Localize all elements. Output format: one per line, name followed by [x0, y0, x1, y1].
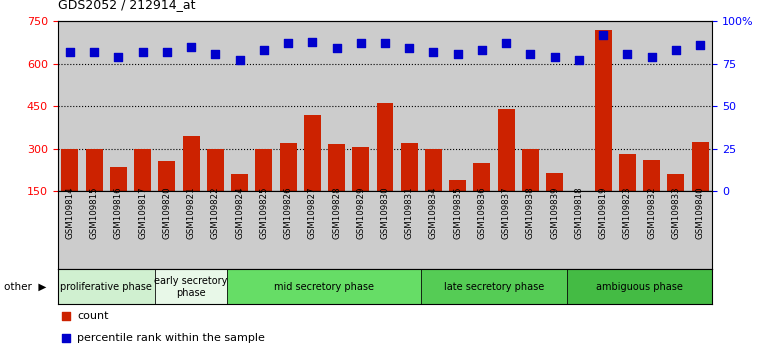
- Bar: [62, 149, 79, 234]
- Point: [355, 40, 367, 46]
- Point: [136, 49, 149, 55]
- Bar: [134, 149, 151, 234]
- Bar: [304, 115, 321, 234]
- Text: other  ▶: other ▶: [4, 282, 46, 292]
- Bar: [619, 154, 636, 234]
- Point: [233, 57, 246, 63]
- Point: [524, 51, 537, 56]
- Bar: [159, 161, 176, 234]
- Bar: [571, 191, 588, 234]
- Bar: [691, 142, 708, 234]
- Point: [258, 47, 270, 53]
- Bar: [280, 143, 296, 234]
- Bar: [449, 180, 466, 234]
- Point: [185, 44, 197, 50]
- Point: [427, 49, 440, 55]
- Text: early secretory
phase: early secretory phase: [155, 276, 228, 298]
- Bar: [110, 167, 127, 234]
- Bar: [227, 269, 421, 304]
- Text: count: count: [77, 311, 109, 321]
- Point: [645, 54, 658, 60]
- Bar: [328, 144, 345, 234]
- Text: proliferative phase: proliferative phase: [60, 282, 152, 292]
- Point: [379, 40, 391, 46]
- Text: late secretory phase: late secretory phase: [444, 282, 544, 292]
- Point: [282, 40, 294, 46]
- Point: [59, 314, 72, 319]
- Point: [694, 42, 706, 48]
- Point: [306, 39, 319, 45]
- Bar: [231, 174, 248, 234]
- Bar: [256, 149, 273, 234]
- Point: [209, 51, 222, 56]
- Bar: [377, 103, 393, 234]
- Text: mid secretory phase: mid secretory phase: [274, 282, 374, 292]
- Bar: [497, 109, 514, 234]
- Bar: [668, 174, 685, 234]
- Bar: [522, 149, 539, 234]
- Point: [597, 32, 609, 38]
- Bar: [155, 269, 227, 304]
- Bar: [85, 149, 102, 234]
- Point: [500, 40, 512, 46]
- Point: [161, 49, 173, 55]
- Bar: [567, 269, 712, 304]
- Point: [573, 57, 585, 63]
- Bar: [546, 173, 563, 234]
- Point: [403, 46, 415, 51]
- Bar: [594, 30, 611, 234]
- Bar: [207, 149, 224, 234]
- Bar: [643, 160, 660, 234]
- Bar: [421, 269, 567, 304]
- Point: [451, 51, 464, 56]
- Point: [112, 54, 125, 60]
- Bar: [474, 163, 490, 234]
- Text: GDS2052 / 212914_at: GDS2052 / 212914_at: [58, 0, 196, 11]
- Point: [476, 47, 488, 53]
- Bar: [353, 147, 370, 234]
- Point: [88, 49, 100, 55]
- Bar: [400, 143, 417, 234]
- Point: [670, 47, 682, 53]
- Bar: [182, 136, 199, 234]
- Bar: [58, 269, 155, 304]
- Text: percentile rank within the sample: percentile rank within the sample: [77, 332, 265, 343]
- Text: ambiguous phase: ambiguous phase: [596, 282, 683, 292]
- Point: [621, 51, 634, 56]
- Point: [548, 54, 561, 60]
- Point: [330, 46, 343, 51]
- Point: [59, 335, 72, 341]
- Point: [64, 49, 76, 55]
- Bar: [425, 149, 442, 234]
